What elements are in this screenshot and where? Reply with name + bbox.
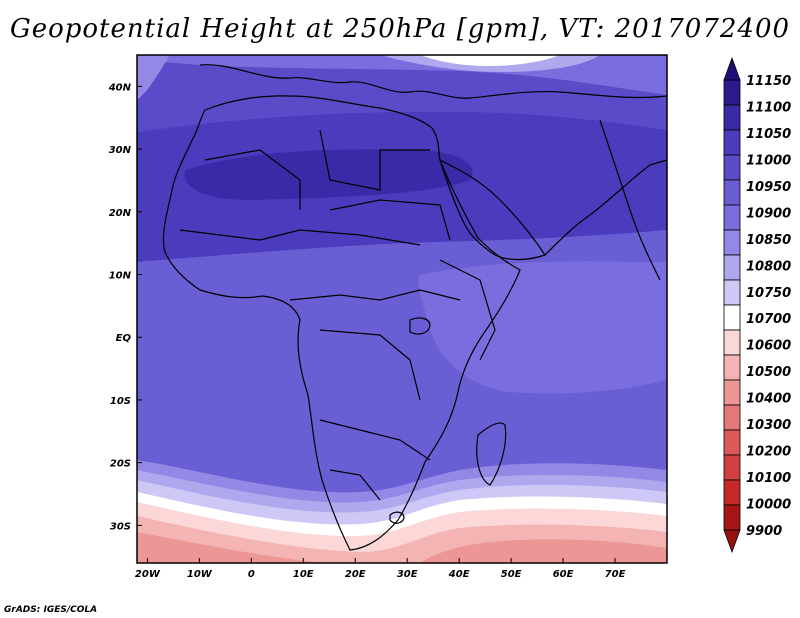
colorbar-label: 11000 [746, 153, 791, 168]
colorbar: 11150 11100 11050 11000 10950 10900 10850 10800… [723, 56, 791, 554]
colorbar-label: 10500 [746, 365, 791, 380]
lon-tick-label: 0 [248, 569, 255, 580]
colorbar-swatch [723, 379, 741, 406]
colorbar-swatch [723, 129, 741, 156]
lon-tick-label: 10E [293, 569, 314, 580]
colorbar-label: 10200 [746, 445, 791, 460]
lon-tick-label: 20E [345, 569, 366, 580]
border-east [439, 259, 496, 361]
madagascar [476, 422, 507, 486]
lon-tick-label: 40E [448, 569, 470, 580]
africa-coastline [162, 95, 521, 551]
border-sudan [329, 199, 451, 241]
latitude-axis: 40N 30N 20N 10N EQ 10S 20S 30S [108, 82, 142, 532]
arabia-coastline [438, 158, 546, 261]
lat-tick-label: 10N [109, 271, 132, 282]
colorbar-swatch [723, 429, 741, 456]
lon-tick-label: 60E [553, 569, 574, 580]
band-northwest [137, 55, 170, 100]
colorbar-swatch [723, 504, 741, 531]
colorbar-swatch [723, 204, 741, 231]
colorbar-swatch [723, 279, 741, 306]
colorbar-swatch [723, 154, 741, 181]
lon-tick-label: 50E [501, 569, 522, 580]
border-congo [319, 329, 421, 401]
colorbar-swatch [723, 454, 741, 481]
colorbar-label: 10000 [746, 498, 791, 513]
colorbar-label: 10750 [746, 286, 791, 301]
band-southern-subtropics [137, 392, 667, 493]
colorbar-label: 11150 [746, 74, 791, 89]
europe-coast [199, 64, 667, 99]
border-namibia [329, 469, 381, 501]
colorbar-swatch [723, 104, 741, 131]
border-central [289, 289, 461, 301]
lat-tick-label: EQ [116, 333, 132, 344]
colorbar-swatch [723, 404, 741, 431]
colorbar-min-arrow [723, 529, 741, 554]
colorbar-swatch [723, 304, 741, 331]
lake-victoria [409, 317, 431, 335]
lat-tick-label: 10S [110, 396, 131, 407]
grads-credit: GrADS: IGES/COLA [4, 605, 98, 615]
lon-tick-label: 70E [605, 569, 626, 580]
border-algeria [204, 149, 301, 210]
colorbar-swatch [723, 179, 741, 206]
colorbar-swatch [723, 329, 741, 356]
colorbar-label: 11100 [746, 100, 791, 115]
colorbar-swatch [723, 229, 741, 256]
plot-frame [136, 54, 668, 564]
height-field [137, 55, 667, 563]
colorbar-label: 11050 [746, 127, 791, 142]
lat-tick-label: 40N [108, 82, 132, 93]
lon-tick-label: 20W [135, 569, 161, 580]
colorbar-swatch [723, 354, 741, 381]
india-coast [599, 119, 661, 281]
lat-tick-label: 30N [109, 145, 132, 156]
lesotho [389, 511, 405, 524]
lon-tick-label: 10W [187, 569, 213, 580]
colorbar-label: 9900 [746, 524, 782, 539]
border-libya [319, 129, 381, 191]
colorbar-swatch [723, 479, 741, 506]
colorbar-swatch [723, 254, 741, 281]
colorbar-label: 10600 [746, 339, 791, 354]
coastlines [162, 64, 667, 551]
colorbar-max-arrow [723, 56, 741, 81]
colorbar-label: 10100 [746, 471, 791, 486]
band-tropics-low [418, 261, 667, 394]
lat-tick-label: 20S [110, 459, 131, 470]
longitude-axis: 20W 10W 0 10E 20E 30E 40E 50E 60E 70E [135, 558, 626, 580]
colorbar-label: 10400 [746, 392, 791, 407]
colorbar-label: 10700 [746, 312, 791, 327]
chart-title: Geopotential Height at 250hPa [gpm], VT:… [9, 14, 791, 44]
colorbar-label: 10800 [746, 259, 791, 274]
colorbar-swatch [723, 79, 741, 106]
lat-tick-label: 30S [110, 521, 131, 532]
border-sahel [179, 229, 421, 246]
lon-tick-label: 30E [397, 569, 418, 580]
colorbar-label: 10300 [746, 418, 791, 433]
band-north-white [420, 55, 560, 66]
colorbar-label: 10850 [746, 233, 791, 248]
colorbar-label: 10950 [746, 180, 791, 195]
border-south [319, 419, 431, 461]
arabia-east [544, 159, 667, 256]
lat-tick-label: 20N [109, 208, 132, 219]
band-s7 [137, 532, 667, 563]
colorbar-label: 10900 [746, 206, 791, 221]
